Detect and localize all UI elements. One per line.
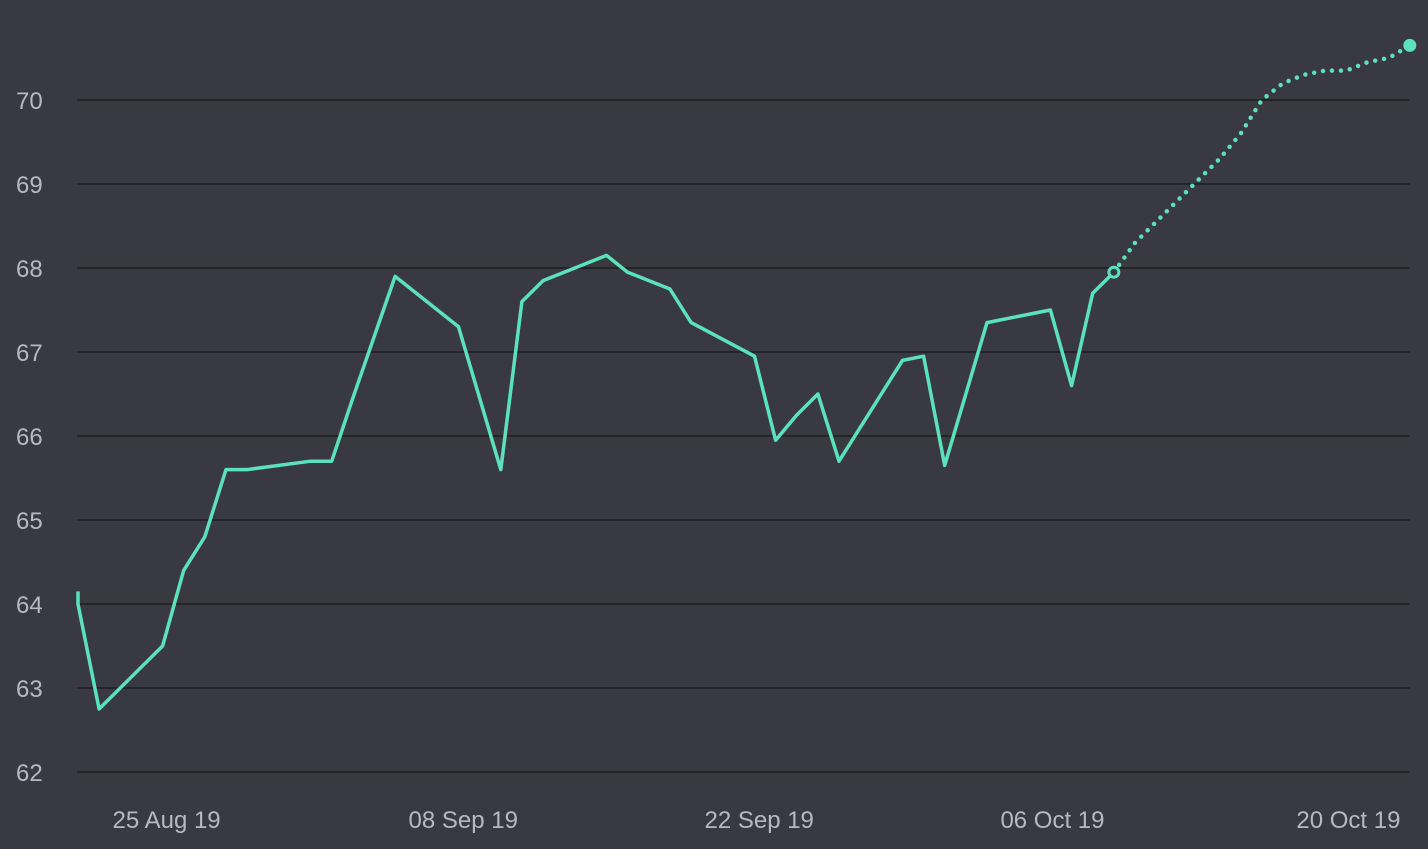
y-tick-label: 65: [16, 508, 43, 535]
current-value-marker: [1107, 265, 1121, 279]
y-tick-label: 64: [16, 592, 43, 619]
y-tick-label: 68: [16, 256, 43, 283]
x-tick-label: 25 Aug 19: [113, 807, 221, 834]
y-tick-label: 69: [16, 172, 43, 199]
forecast-line: [1111, 43, 1413, 275]
x-tick-label: 22 Sep 19: [704, 807, 813, 834]
forecast-end-marker: [1403, 38, 1417, 52]
x-tick-label: 06 Oct 19: [1000, 807, 1104, 834]
series-line: [76, 253, 1116, 711]
y-axis-ticks: 62 63 64 65 66 67 68 69 70: [16, 88, 43, 787]
y-tick-label: 67: [16, 340, 43, 367]
x-axis-ticks: 25 Aug 19 08 Sep 19 22 Sep 19 06 Oct 19 20 O…: [113, 807, 1401, 834]
series-layer: [76, 43, 1413, 711]
y-tick-label: 62: [16, 760, 43, 787]
marker-layer: [1107, 38, 1417, 279]
x-tick-label: 08 Sep 19: [409, 807, 518, 834]
y-tick-label: 63: [16, 676, 43, 703]
y-tick-label: 70: [16, 88, 43, 115]
y-tick-label: 66: [16, 424, 43, 451]
x-tick-label: 20 Oct 19: [1296, 807, 1400, 834]
